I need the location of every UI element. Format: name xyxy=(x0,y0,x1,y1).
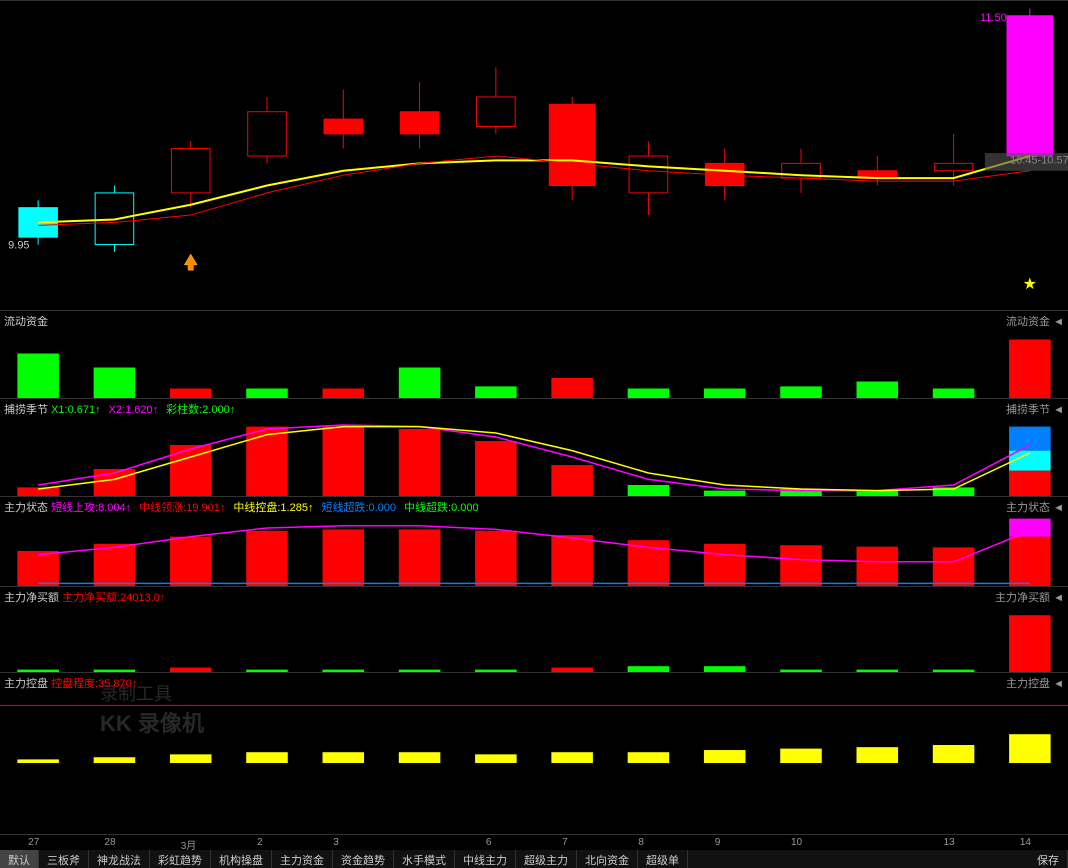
svg-text:11.50: 11.50 xyxy=(980,12,1007,24)
toolbar-tab[interactable]: 默认 xyxy=(0,850,39,868)
save-button[interactable]: 保存 xyxy=(1029,850,1068,868)
legend-item: 短线超跌:0.000 xyxy=(321,502,396,514)
panel-liudong[interactable]: 流动资金 流动资金 ◄ xyxy=(0,310,1068,398)
panel-title-right: 主力净买额 ◄ xyxy=(995,589,1064,605)
svg-text:9.95: 9.95 xyxy=(8,240,29,252)
x-tick-label: 6 xyxy=(486,837,492,848)
svg-text:★: ★ xyxy=(1023,276,1037,293)
toolbar-tab[interactable]: 彩虹趋势 xyxy=(150,850,211,868)
legend-item: X1:0.671↑ xyxy=(51,404,101,416)
x-tick-label: 13 xyxy=(944,837,955,848)
toolbar-tab[interactable]: 超级主力 xyxy=(516,850,577,868)
panel-title-right: 捕捞季节 ◄ xyxy=(1006,401,1064,417)
x-tick-label: 3 xyxy=(333,837,339,848)
legend-item: 中线超跌:0.000 xyxy=(404,502,479,514)
x-tick-label: 8 xyxy=(638,837,644,848)
toolbar-tab[interactable]: 三板斧 xyxy=(39,850,89,868)
panel-bujue[interactable]: 捕捞季节 X1:0.671↑X2:1.620↑彩柱数:2.000↑ 捕捞季节 ◄ xyxy=(0,398,1068,496)
panel-title: 流动资金 xyxy=(4,313,48,329)
toolbar-tab[interactable]: 中线主力 xyxy=(455,850,516,868)
legend-item: 短线上攻:8.004↑ xyxy=(51,502,131,514)
x-tick-label: 9 xyxy=(715,837,721,848)
panel-title: 捕捞季节 X1:0.671↑X2:1.620↑彩柱数:2.000↑ xyxy=(4,401,243,417)
legend-item: 控盘程度:35.870↑ xyxy=(51,678,137,690)
legend-item: 中线领涨:19.901↑ xyxy=(139,502,225,514)
x-tick-label: 2 xyxy=(257,837,263,848)
x-axis: 27283月236789101314 xyxy=(0,834,1068,850)
x-tick-label: 14 xyxy=(1020,837,1031,848)
toolbar-tab[interactable]: 资金趋势 xyxy=(333,850,394,868)
x-tick-label: 7 xyxy=(562,837,568,848)
panel-title-right: 流动资金 ◄ xyxy=(1006,313,1064,329)
panel-title: 主力控盘 控盘程度:35.870↑ xyxy=(4,675,145,691)
bottom-toolbar: 默认三板斧神龙战法彩虹趋势机构操盘主力资金资金趋势水手模式中线主力超级主力北向资… xyxy=(0,850,1068,868)
toolbar-tab[interactable]: 水手模式 xyxy=(394,850,455,868)
toolbar-tab[interactable]: 主力资金 xyxy=(272,850,333,868)
toolbar-tab[interactable]: 神龙战法 xyxy=(89,850,150,868)
panel-title-right: 主力控盘 ◄ xyxy=(1006,675,1064,691)
x-tick-label: 10 xyxy=(791,837,802,848)
toolbar-tab[interactable]: 机构操盘 xyxy=(211,850,272,868)
panel-zhuli-state[interactable]: 主力状态 短线上攻:8.004↑中线领涨:19.901↑中线控盘:1.285↑短… xyxy=(0,496,1068,586)
x-tick-label: 28 xyxy=(104,837,115,848)
legend-item: X2:1.620↑ xyxy=(109,404,159,416)
legend-item: 主力净买额:24013.0↑ xyxy=(62,592,165,604)
toolbar-tab[interactable]: 超级单 xyxy=(638,850,688,868)
panel-title: 主力状态 短线上攻:8.004↑中线领涨:19.901↑中线控盘:1.285↑短… xyxy=(4,499,487,515)
panel-title-right: 主力状态 ◄ xyxy=(1006,499,1064,515)
main-candlestick-chart[interactable]: ★9.9510.45-10.5711.50 xyxy=(0,0,1068,310)
x-tick-label: 27 xyxy=(28,837,39,848)
toolbar-tab[interactable]: 北向资金 xyxy=(577,850,638,868)
legend-item: 中线控盘:1.285↑ xyxy=(233,502,313,514)
panel-kongpan[interactable]: 主力控盘 控盘程度:35.870↑ 主力控盘 ◄ xyxy=(0,672,1068,762)
panel-title: 主力净买额 主力净买额:24013.0↑ xyxy=(4,589,173,605)
legend-item: 彩柱数:2.000↑ xyxy=(166,404,235,416)
panel-jingmai[interactable]: 主力净买额 主力净买额:24013.0↑ 主力净买额 ◄ xyxy=(0,586,1068,672)
